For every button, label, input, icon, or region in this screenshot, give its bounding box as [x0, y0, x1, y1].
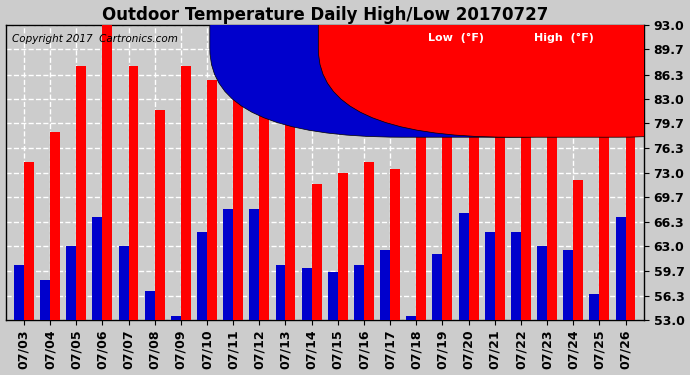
FancyBboxPatch shape [318, 0, 690, 137]
Bar [66, 246, 76, 320]
Bar [485, 232, 495, 320]
Bar [275, 265, 286, 320]
Bar [495, 73, 504, 320]
Bar [223, 210, 233, 320]
Bar [354, 265, 364, 320]
Bar [537, 246, 547, 320]
Bar [40, 279, 50, 320]
Bar [406, 316, 416, 320]
Text: Copyright 2017  Cartronics.com: Copyright 2017 Cartronics.com [12, 34, 178, 44]
Bar [76, 66, 86, 320]
Bar [207, 80, 217, 320]
Bar [459, 213, 469, 320]
Bar [14, 265, 24, 320]
Bar [626, 51, 635, 320]
Text: Low  (°F): Low (°F) [428, 33, 484, 43]
Bar [328, 272, 338, 320]
Bar [286, 88, 295, 320]
Bar [197, 232, 207, 320]
Bar [547, 84, 557, 320]
Bar [416, 58, 426, 320]
Bar [50, 132, 60, 320]
Bar [249, 210, 259, 320]
Bar [259, 73, 269, 320]
Bar [563, 250, 573, 320]
Bar [600, 110, 609, 320]
Bar [338, 172, 348, 320]
Bar [312, 184, 322, 320]
Bar [521, 77, 531, 320]
Bar [615, 217, 626, 320]
Bar [302, 268, 312, 320]
Bar [102, 21, 112, 320]
Bar [155, 110, 165, 320]
Text: High  (°F): High (°F) [534, 33, 594, 43]
Bar [390, 169, 400, 320]
Bar [128, 66, 139, 320]
FancyBboxPatch shape [210, 0, 690, 137]
Bar [145, 291, 155, 320]
Bar [442, 110, 453, 320]
Bar [433, 254, 442, 320]
Bar [171, 316, 181, 320]
Bar [181, 66, 190, 320]
Bar [233, 73, 243, 320]
Bar [364, 162, 374, 320]
Bar [380, 250, 390, 320]
Bar [469, 47, 479, 320]
Bar [573, 180, 583, 320]
Bar [119, 246, 128, 320]
Bar [511, 232, 521, 320]
Bar [24, 162, 34, 320]
Title: Outdoor Temperature Daily High/Low 20170727: Outdoor Temperature Daily High/Low 20170… [101, 6, 548, 24]
Bar [589, 294, 600, 320]
Bar [92, 217, 102, 320]
